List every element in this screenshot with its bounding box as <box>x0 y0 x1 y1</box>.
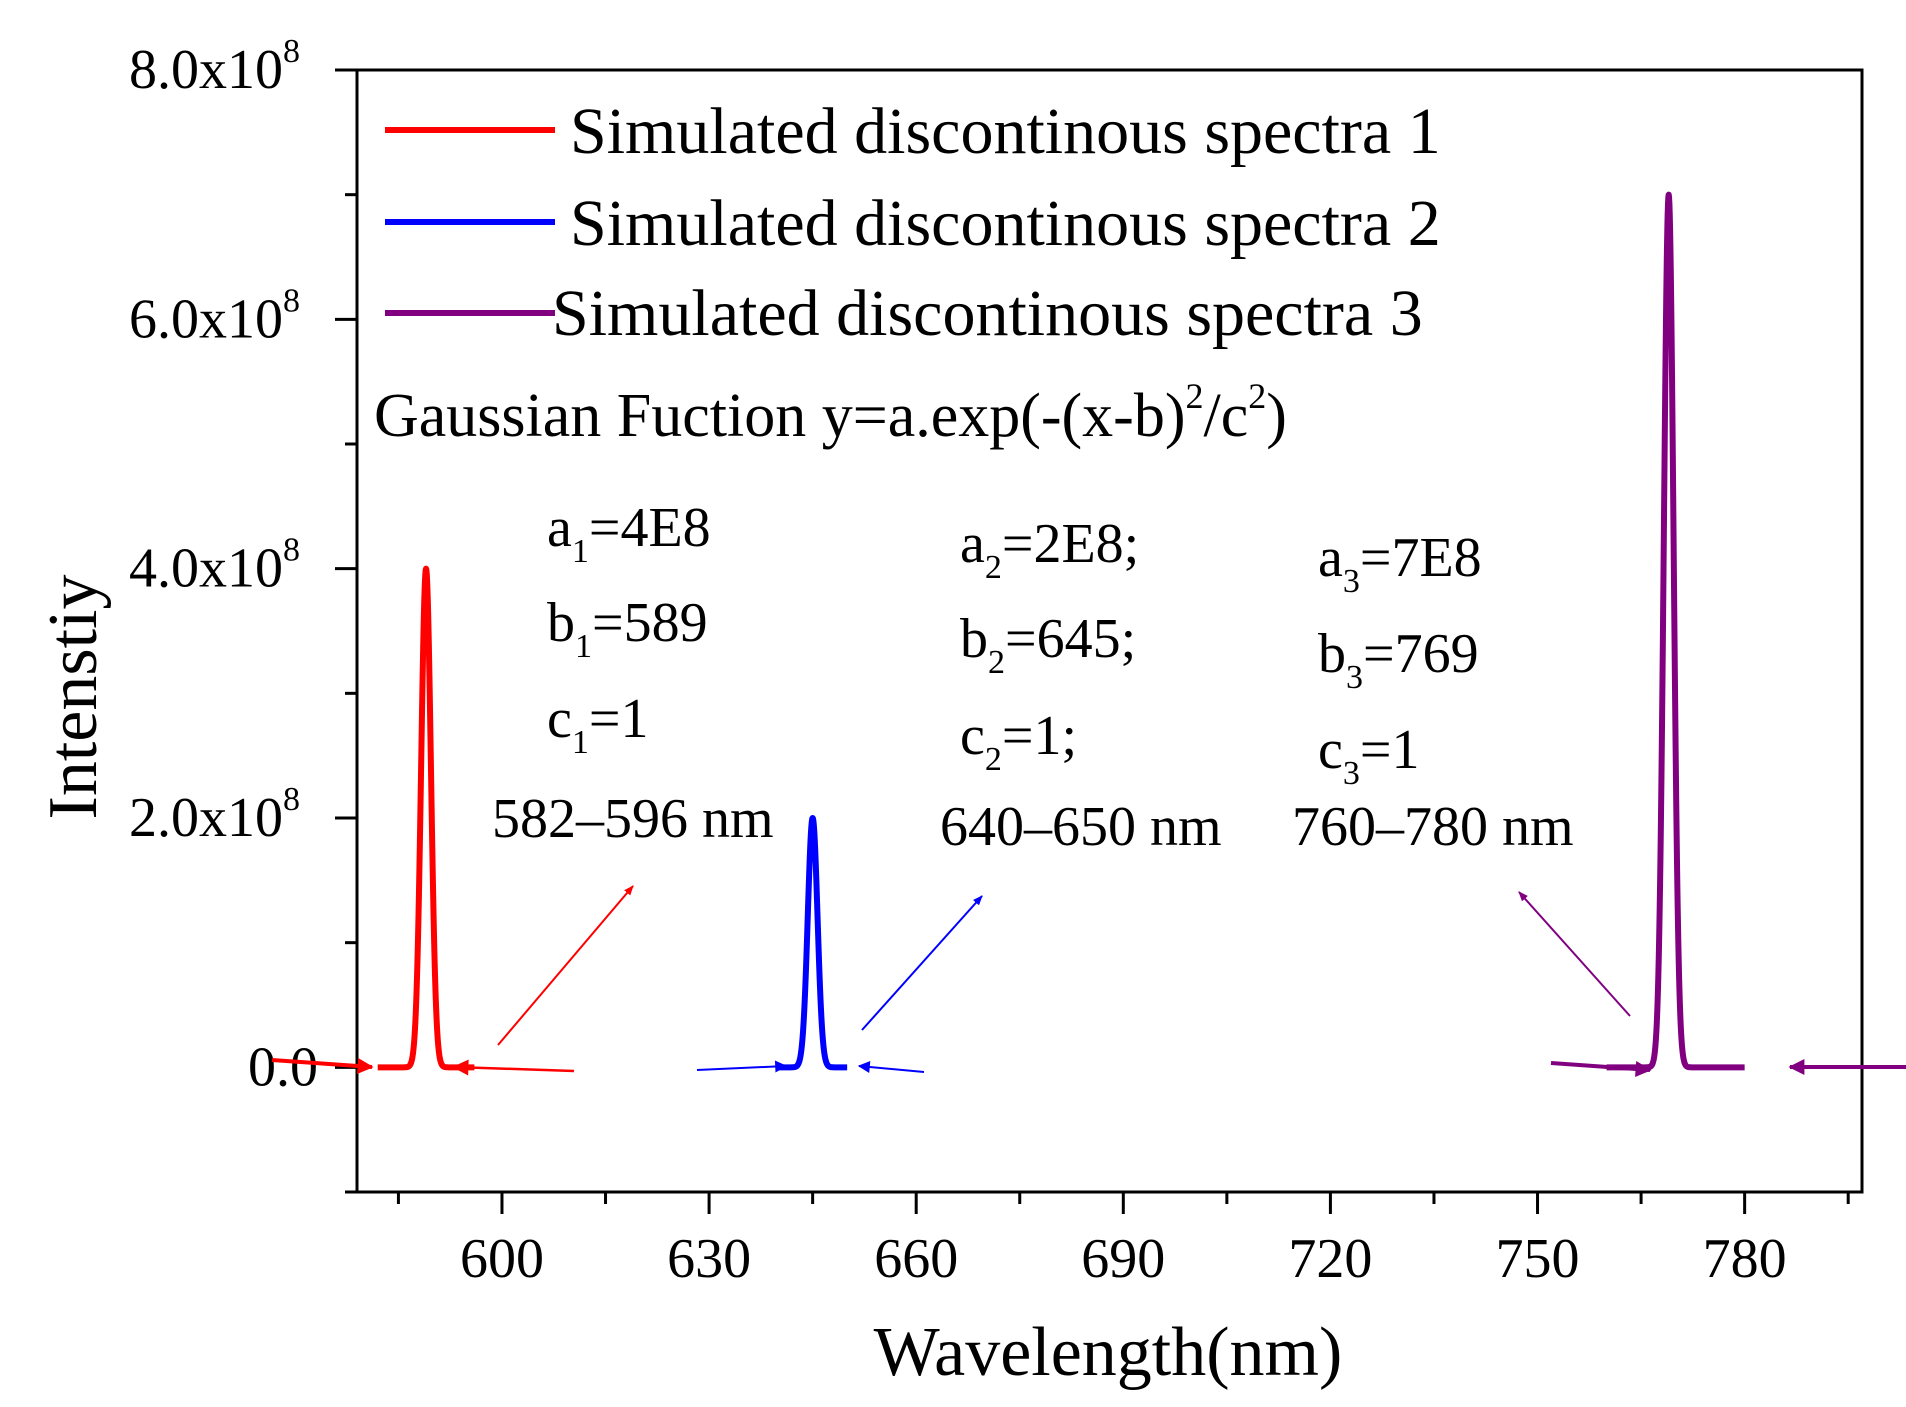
params-series-2: a2=2E8; b2=645; c2=1; 640–650 nm <box>940 513 1222 858</box>
x-tick-label-630: 630 <box>667 1228 751 1290</box>
y-axis-title: Intenstiy <box>35 575 112 820</box>
series-1-line <box>375 565 478 1071</box>
legend-label-series-3: Simulated discontinous spectra 3 <box>552 277 1423 350</box>
param-b2: b2=645; <box>960 608 1136 681</box>
series-2-range-arrow-left <box>696 1060 788 1073</box>
legend-label-series-1: Simulated discontinous spectra 1 <box>570 95 1441 168</box>
x-tick-label-720: 720 <box>1288 1228 1372 1290</box>
series-2-range-arrow-right <box>857 1061 925 1073</box>
params-series-3: a3=7E8 b3=769 c3=1 760–780 nm <box>1292 527 1574 858</box>
series-3-range-arrow-left <box>1550 1061 1652 1077</box>
plot-frame <box>355 68 1864 1194</box>
series-3-line <box>1603 191 1748 1071</box>
series-1-range-arrow-right <box>452 1059 575 1076</box>
params-series-1: a1=4E8 b1=589 c1=1 582–596 nm <box>492 497 774 850</box>
legend-label-series-2: Simulated discontinous spectra 2 <box>570 187 1441 260</box>
y-axis-ticks: 0.0 2.0x108 4.0x108 6.0x108 8.0x108 <box>129 33 357 1194</box>
param-a2: a2=2E8; <box>960 513 1139 586</box>
series-2-pointer-arrow <box>861 895 983 1031</box>
series-1-pointer-arrow <box>497 885 634 1046</box>
y-tick-label: 0.0 <box>248 1036 318 1098</box>
param-b1: b1=589 <box>547 592 708 665</box>
range-label-series-2: 640–650 nm <box>940 796 1222 858</box>
gaussian-formula: Gaussian Fuction y=a.exp(-(x-b)2/c2) <box>374 376 1287 450</box>
y-tick-label: 8.0x108 <box>129 33 300 101</box>
x-axis-ticks: 600 630 660 690 720 750 780 <box>396 1192 1850 1290</box>
series-1-range-arrow-left <box>271 1058 374 1074</box>
range-label-series-1: 582–596 nm <box>492 788 774 850</box>
param-c3: c3=1 <box>1318 719 1419 792</box>
param-c1: c1=1 <box>547 688 648 761</box>
y-tick-label: 6.0x108 <box>129 282 300 350</box>
series-3-pointer-arrow <box>1518 891 1631 1017</box>
y-tick-label: 4.0x108 <box>129 532 300 600</box>
range-label-series-3: 760–780 nm <box>1292 796 1574 858</box>
x-axis-title: Wavelength(nm) <box>874 1314 1343 1391</box>
series-2-line <box>775 815 850 1071</box>
x-tick-label-660: 660 <box>874 1228 958 1290</box>
legend: Simulated discontinous spectra 1 Simulat… <box>385 95 1441 350</box>
x-tick-label-690: 690 <box>1081 1228 1165 1290</box>
param-c2: c2=1; <box>960 705 1077 778</box>
x-tick-label-600: 600 <box>460 1228 544 1290</box>
param-b3: b3=769 <box>1318 623 1479 696</box>
x-tick-label-780: 780 <box>1703 1228 1787 1290</box>
y-tick-label: 2.0x108 <box>129 781 300 849</box>
param-a3: a3=7E8 <box>1318 527 1482 600</box>
range-arrows <box>271 885 1906 1077</box>
x-tick-label-750: 750 <box>1496 1228 1580 1290</box>
param-a1: a1=4E8 <box>547 497 711 570</box>
